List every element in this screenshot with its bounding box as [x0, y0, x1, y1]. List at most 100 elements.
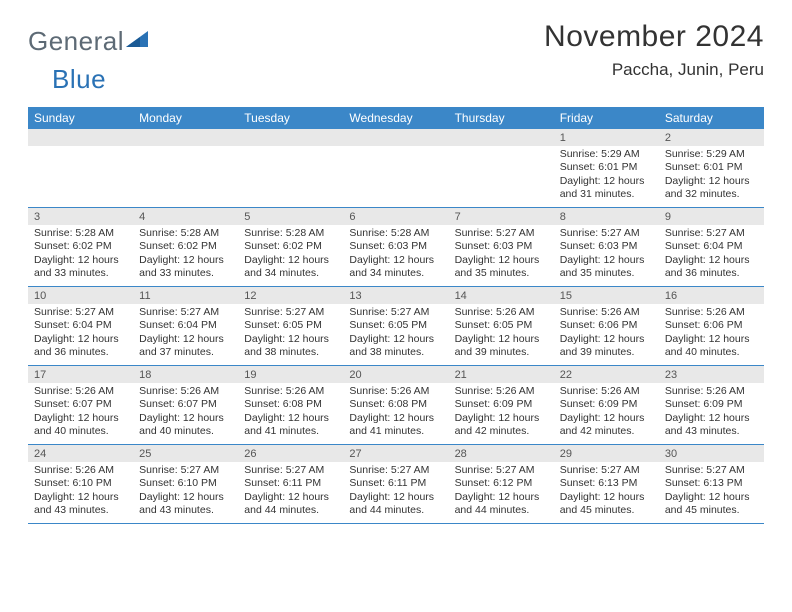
sunrise-text: Sunrise: 5:26 AM — [665, 306, 758, 319]
day-body: Sunrise: 5:29 AMSunset: 6:01 PMDaylight:… — [659, 146, 764, 206]
weekday-header: Tuesday — [238, 107, 343, 129]
sunrise-text: Sunrise: 5:26 AM — [560, 385, 653, 398]
day-cell: 22Sunrise: 5:26 AMSunset: 6:09 PMDayligh… — [554, 366, 659, 444]
day-body: Sunrise: 5:26 AMSunset: 6:05 PMDaylight:… — [449, 304, 554, 364]
day-cell: 15Sunrise: 5:26 AMSunset: 6:06 PMDayligh… — [554, 287, 659, 365]
weekday-header: Thursday — [449, 107, 554, 129]
day-number: 5 — [238, 208, 343, 225]
day-number: 10 — [28, 287, 133, 304]
day-number: 23 — [659, 366, 764, 383]
day-cell: 24Sunrise: 5:26 AMSunset: 6:10 PMDayligh… — [28, 445, 133, 523]
logo-triangle-icon — [126, 29, 148, 54]
day-number: 8 — [554, 208, 659, 225]
day-number: 4 — [133, 208, 238, 225]
day-number: 12 — [238, 287, 343, 304]
day-cell — [133, 129, 238, 207]
day-body: Sunrise: 5:26 AMSunset: 6:06 PMDaylight:… — [554, 304, 659, 364]
day-cell: 3Sunrise: 5:28 AMSunset: 6:02 PMDaylight… — [28, 208, 133, 286]
sunset-text: Sunset: 6:10 PM — [139, 477, 232, 490]
sunset-text: Sunset: 6:03 PM — [349, 240, 442, 253]
daylight-text: Daylight: 12 hours and 40 minutes. — [139, 412, 232, 439]
day-body: Sunrise: 5:27 AMSunset: 6:03 PMDaylight:… — [449, 225, 554, 285]
sunrise-text: Sunrise: 5:26 AM — [665, 385, 758, 398]
day-body: Sunrise: 5:27 AMSunset: 6:11 PMDaylight:… — [238, 462, 343, 522]
sunrise-text: Sunrise: 5:26 AM — [34, 385, 127, 398]
week-row: 3Sunrise: 5:28 AMSunset: 6:02 PMDaylight… — [28, 208, 764, 287]
day-body: Sunrise: 5:27 AMSunset: 6:13 PMDaylight:… — [659, 462, 764, 522]
sunset-text: Sunset: 6:01 PM — [665, 161, 758, 174]
sunrise-text: Sunrise: 5:27 AM — [244, 464, 337, 477]
day-cell — [238, 129, 343, 207]
day-cell — [28, 129, 133, 207]
day-body: Sunrise: 5:28 AMSunset: 6:03 PMDaylight:… — [343, 225, 448, 285]
day-body: Sunrise: 5:27 AMSunset: 6:05 PMDaylight:… — [238, 304, 343, 364]
sunrise-text: Sunrise: 5:26 AM — [139, 385, 232, 398]
day-number: 15 — [554, 287, 659, 304]
day-body: Sunrise: 5:27 AMSunset: 6:10 PMDaylight:… — [133, 462, 238, 522]
day-body: Sunrise: 5:26 AMSunset: 6:07 PMDaylight:… — [28, 383, 133, 443]
sunset-text: Sunset: 6:11 PM — [244, 477, 337, 490]
sunrise-text: Sunrise: 5:28 AM — [34, 227, 127, 240]
day-number: 25 — [133, 445, 238, 462]
daylight-text: Daylight: 12 hours and 39 minutes. — [560, 333, 653, 360]
daylight-text: Daylight: 12 hours and 32 minutes. — [665, 175, 758, 202]
daylight-text: Daylight: 12 hours and 35 minutes. — [560, 254, 653, 281]
title-block: November 2024 Paccha, Junin, Peru — [544, 20, 764, 80]
day-cell: 19Sunrise: 5:26 AMSunset: 6:08 PMDayligh… — [238, 366, 343, 444]
sunrise-text: Sunrise: 5:28 AM — [349, 227, 442, 240]
sunset-text: Sunset: 6:09 PM — [665, 398, 758, 411]
weekday-header-row: Sunday Monday Tuesday Wednesday Thursday… — [28, 107, 764, 129]
sunset-text: Sunset: 6:09 PM — [560, 398, 653, 411]
day-number: 27 — [343, 445, 448, 462]
day-number — [133, 129, 238, 146]
sunrise-text: Sunrise: 5:26 AM — [349, 385, 442, 398]
sunset-text: Sunset: 6:02 PM — [139, 240, 232, 253]
sunset-text: Sunset: 6:07 PM — [34, 398, 127, 411]
day-number: 17 — [28, 366, 133, 383]
week-row: 17Sunrise: 5:26 AMSunset: 6:07 PMDayligh… — [28, 366, 764, 445]
day-cell: 4Sunrise: 5:28 AMSunset: 6:02 PMDaylight… — [133, 208, 238, 286]
day-cell: 25Sunrise: 5:27 AMSunset: 6:10 PMDayligh… — [133, 445, 238, 523]
day-number: 13 — [343, 287, 448, 304]
daylight-text: Daylight: 12 hours and 40 minutes. — [665, 333, 758, 360]
sunset-text: Sunset: 6:10 PM — [34, 477, 127, 490]
month-title: November 2024 — [544, 20, 764, 54]
daylight-text: Daylight: 12 hours and 40 minutes. — [34, 412, 127, 439]
sunset-text: Sunset: 6:13 PM — [665, 477, 758, 490]
day-cell: 6Sunrise: 5:28 AMSunset: 6:03 PMDaylight… — [343, 208, 448, 286]
day-cell: 29Sunrise: 5:27 AMSunset: 6:13 PMDayligh… — [554, 445, 659, 523]
day-cell: 2Sunrise: 5:29 AMSunset: 6:01 PMDaylight… — [659, 129, 764, 207]
daylight-text: Daylight: 12 hours and 37 minutes. — [139, 333, 232, 360]
day-body: Sunrise: 5:27 AMSunset: 6:03 PMDaylight:… — [554, 225, 659, 285]
day-body: Sunrise: 5:29 AMSunset: 6:01 PMDaylight:… — [554, 146, 659, 206]
day-number: 7 — [449, 208, 554, 225]
daylight-text: Daylight: 12 hours and 34 minutes. — [349, 254, 442, 281]
week-row: 10Sunrise: 5:27 AMSunset: 6:04 PMDayligh… — [28, 287, 764, 366]
day-cell: 9Sunrise: 5:27 AMSunset: 6:04 PMDaylight… — [659, 208, 764, 286]
day-body: Sunrise: 5:26 AMSunset: 6:07 PMDaylight:… — [133, 383, 238, 443]
day-number — [28, 129, 133, 146]
sunset-text: Sunset: 6:04 PM — [665, 240, 758, 253]
week-row: 24Sunrise: 5:26 AMSunset: 6:10 PMDayligh… — [28, 445, 764, 524]
daylight-text: Daylight: 12 hours and 44 minutes. — [244, 491, 337, 518]
day-number: 24 — [28, 445, 133, 462]
week-row: 1Sunrise: 5:29 AMSunset: 6:01 PMDaylight… — [28, 129, 764, 208]
weekday-header: Sunday — [28, 107, 133, 129]
logo: General — [28, 26, 148, 57]
sunrise-text: Sunrise: 5:26 AM — [455, 306, 548, 319]
day-body: Sunrise: 5:28 AMSunset: 6:02 PMDaylight:… — [28, 225, 133, 285]
daylight-text: Daylight: 12 hours and 35 minutes. — [455, 254, 548, 281]
day-body: Sunrise: 5:26 AMSunset: 6:08 PMDaylight:… — [343, 383, 448, 443]
daylight-text: Daylight: 12 hours and 45 minutes. — [560, 491, 653, 518]
day-number: 20 — [343, 366, 448, 383]
sunset-text: Sunset: 6:09 PM — [455, 398, 548, 411]
daylight-text: Daylight: 12 hours and 33 minutes. — [34, 254, 127, 281]
day-number: 1 — [554, 129, 659, 146]
daylight-text: Daylight: 12 hours and 45 minutes. — [665, 491, 758, 518]
sunset-text: Sunset: 6:06 PM — [665, 319, 758, 332]
daylight-text: Daylight: 12 hours and 42 minutes. — [455, 412, 548, 439]
sunrise-text: Sunrise: 5:28 AM — [139, 227, 232, 240]
day-cell: 8Sunrise: 5:27 AMSunset: 6:03 PMDaylight… — [554, 208, 659, 286]
sunrise-text: Sunrise: 5:27 AM — [665, 464, 758, 477]
sunset-text: Sunset: 6:12 PM — [455, 477, 548, 490]
